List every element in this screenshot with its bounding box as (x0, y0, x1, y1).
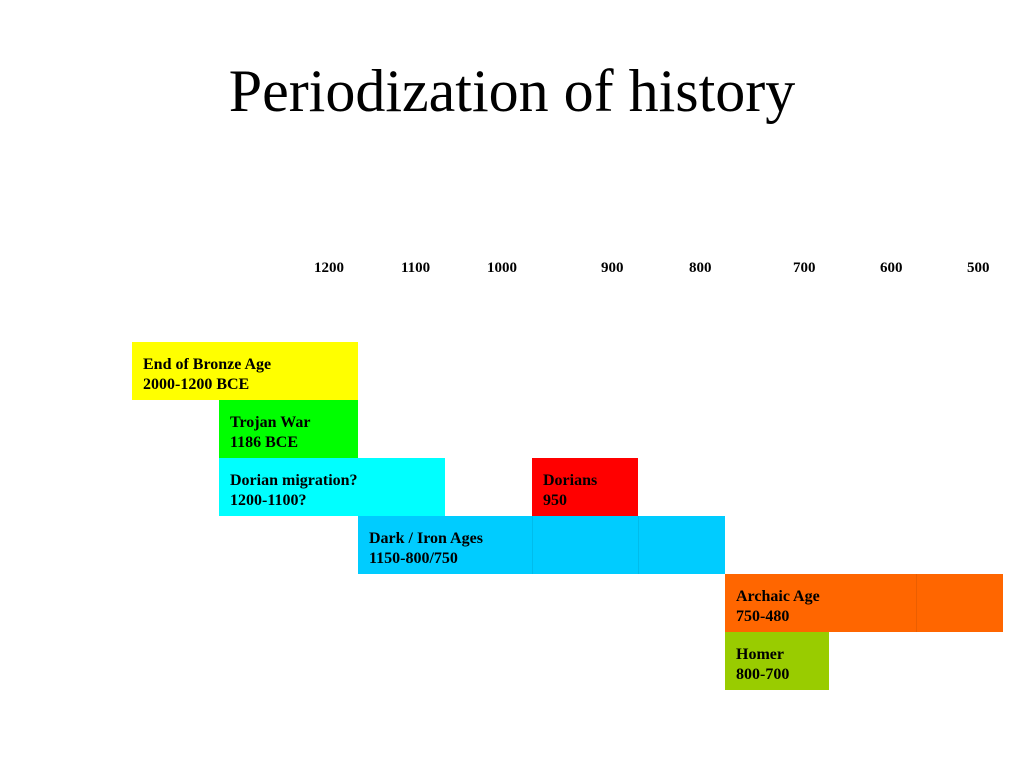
period-name: End of Bronze Age (143, 356, 272, 373)
period-range: 950 (543, 492, 567, 509)
period-range: 800-700 (736, 666, 790, 683)
tick-label: 500 (967, 260, 990, 276)
tick-label: 700 (793, 260, 816, 276)
period-bar-archaic-age-segment (916, 574, 1003, 632)
period-bar-dark-iron-ages-segment (638, 516, 725, 574)
period-range: 1150-800/750 (369, 550, 458, 567)
period-name: Dorians (543, 472, 598, 489)
period-bar-end-of-bronze-age: End of Bronze Age 2000-1200 BCE (132, 342, 358, 400)
period-name: Trojan War (230, 414, 311, 431)
slide-title: Periodization of history (228, 58, 796, 124)
period-range: 750-480 (736, 608, 790, 625)
tick-label: 900 (601, 260, 624, 276)
period-bar-archaic-age: Archaic Age 750-480 (725, 574, 916, 632)
period-bar-homer: Homer 800-700 (725, 632, 829, 690)
period-bar-dark-iron-ages: Dark / Iron Ages 1150-800/750 (358, 516, 532, 574)
period-name: Homer (736, 646, 784, 663)
period-range: 1200-1100? (230, 492, 307, 509)
tick-label: 1200 (314, 260, 344, 276)
period-name: Archaic Age (736, 588, 820, 605)
period-bar-dark-iron-ages-segment (532, 516, 638, 574)
tick-label: 600 (880, 260, 903, 276)
period-range: 2000-1200 BCE (143, 376, 250, 393)
tick-label: 1100 (401, 260, 431, 276)
period-bar-dorians: Dorians 950 (532, 458, 638, 516)
tick-label: 800 (689, 260, 712, 276)
period-range: 1186 BCE (230, 434, 299, 451)
tick-label: 1000 (487, 260, 517, 276)
period-bar-dorian-migration: Dorian migration? 1200-1100? (219, 458, 445, 516)
period-bar-trojan-war: Trojan War 1186 BCE (219, 400, 358, 458)
period-name: Dark / Iron Ages (369, 530, 483, 547)
period-name: Dorian migration? (230, 472, 358, 489)
